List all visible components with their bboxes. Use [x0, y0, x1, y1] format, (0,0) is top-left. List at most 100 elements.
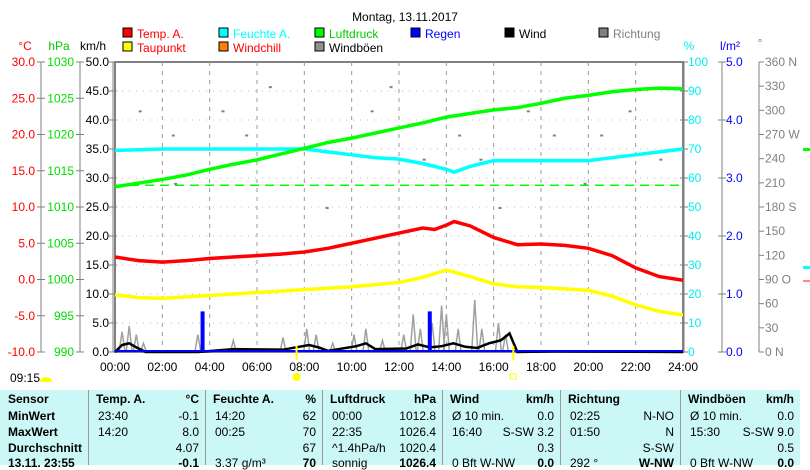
- sunset-icon: [509, 373, 517, 380]
- table-cell: hPa: [413, 392, 436, 406]
- axis-unit-wind: km/h: [80, 39, 106, 53]
- legend-label: Taupunkt: [137, 41, 186, 55]
- x-tick-label: 12:00: [384, 360, 414, 374]
- direction-point: [245, 134, 249, 137]
- x-tick-label: 18:00: [526, 360, 556, 374]
- rain-bar: [200, 311, 205, 352]
- x-tick-label: 08:00: [289, 360, 319, 374]
- axis-tick-label-wind: 50.0: [86, 55, 110, 69]
- direction-point: [479, 158, 483, 161]
- x-tick-label: 14:00: [431, 360, 461, 374]
- axis-tick-label-temp: 5.0: [18, 236, 35, 250]
- axis-tick-label-pressure: 1010: [47, 200, 74, 214]
- table-cell: 14:20: [98, 425, 129, 439]
- table-cell: 62: [302, 409, 316, 423]
- current-pressure-indicator: [803, 148, 810, 151]
- column-divider: [322, 390, 323, 465]
- legend-label: Windchill: [233, 41, 281, 55]
- axis-tick-label-humidity: 0: [688, 345, 695, 359]
- table-cell: 4.07: [175, 441, 199, 455]
- table-cell: 0.5: [777, 441, 794, 455]
- x-tick-label: 16:00: [479, 360, 509, 374]
- legend-label: Luftdruck: [329, 27, 379, 41]
- series-line-temp-a-: [114, 219, 684, 282]
- gust-spike: [194, 334, 202, 353]
- direction-point: [221, 110, 225, 113]
- sun-icon: [292, 373, 301, 381]
- axis-tick-label-pressure: 990: [54, 345, 74, 359]
- axis-tick-label-temp: -5.0: [14, 309, 35, 323]
- axis-tick-label-rain: 2.0: [726, 229, 743, 243]
- axis-tick-label-direction: 60: [765, 297, 779, 311]
- axis-tick-label-rain: 0.0: [726, 345, 743, 359]
- table-cell: S-SW: [642, 441, 674, 455]
- legend-label: Wind: [519, 27, 546, 41]
- legend-label: Windböen: [329, 41, 383, 55]
- direction-point: [628, 110, 632, 113]
- axis-tick-label-temp: -10.0: [8, 345, 36, 359]
- table-cell: 70: [302, 456, 316, 470]
- axis-tick-label-rain: 5.0: [726, 55, 743, 69]
- series-line-luftdruck: [114, 86, 684, 189]
- x-tick-label: 20:00: [573, 360, 603, 374]
- column-divider: [88, 390, 89, 465]
- direction-point: [659, 158, 663, 161]
- axis-tick-label-direction: 150: [765, 224, 785, 238]
- table-cell: 0.3: [537, 441, 554, 455]
- axis-tick-label-direction: 300: [765, 103, 785, 117]
- direction-point: [526, 110, 530, 113]
- axis-tick-label-wind: 10.0: [86, 287, 110, 301]
- statistics-table: Sensor Temp. A. °C Feuchte A.% Luftdruck hPa W…: [0, 390, 800, 470]
- table-cell: ^1.4hPa/h: [332, 441, 386, 455]
- axis-tick-label-wind: 0.0: [92, 345, 109, 359]
- axis-tick-label-wind: 25.0: [86, 200, 110, 214]
- axis-tick-label-pressure: 1005: [47, 236, 74, 250]
- table-cell: 1026.4: [399, 425, 436, 439]
- table-cell: %: [305, 392, 316, 406]
- x-tick-label: 24:00: [668, 360, 698, 374]
- axis-unit-pressure: hPa: [48, 39, 70, 53]
- gust-spike: [501, 334, 510, 353]
- axis-unit-temp: °C: [18, 39, 32, 53]
- gust-spike: [437, 305, 446, 353]
- legend-swatch: [218, 27, 229, 38]
- gust-spike: [279, 337, 287, 353]
- x-tick-label: 06:00: [242, 360, 272, 374]
- axis-tick-label-humidity: 20: [688, 287, 702, 301]
- table-cell: 1012.8: [399, 409, 436, 423]
- axis-tick-label-direction: 270 W: [765, 128, 800, 142]
- gust-spike: [399, 334, 408, 353]
- current-humidity-indicator: [803, 266, 810, 269]
- rain-bar: [427, 311, 432, 352]
- table-cell: N: [665, 425, 674, 439]
- table-cell: W-NW: [638, 456, 674, 470]
- axis-tick-label-wind: 30.0: [86, 171, 110, 185]
- direction-point: [600, 134, 604, 137]
- direction-point: [583, 182, 587, 185]
- table-cell: 23:40: [98, 409, 129, 423]
- axis-tick-label-direction: 90 O: [765, 273, 791, 287]
- axis-tick-label-wind: 45.0: [86, 84, 110, 98]
- x-tick-label: 04:00: [195, 360, 225, 374]
- table-cell: Wind: [450, 392, 480, 406]
- chart-title: Montag, 13.11.2017: [352, 10, 458, 24]
- axis-tick-label-pressure: 1030: [47, 55, 74, 69]
- legend-swatch: [122, 41, 133, 52]
- gust-spike: [442, 314, 451, 353]
- x-tick-label: 22:00: [621, 360, 651, 374]
- axis-tick-label-wind: 40.0: [86, 113, 110, 127]
- axis-tick-label-rain: 4.0: [726, 113, 743, 127]
- axis-tick-label-direction: 0 N: [765, 345, 784, 359]
- legend-swatch: [410, 27, 421, 38]
- x-tick-label: 10:00: [337, 360, 367, 374]
- table-cell: 13.11. 23:55: [8, 456, 75, 470]
- table-cell: Ø 10 min.: [690, 409, 743, 423]
- column-divider: [442, 390, 443, 465]
- table-cell: 1020.4: [399, 441, 436, 455]
- series-line-taupunkt: [114, 268, 684, 317]
- table-cell: °C: [185, 392, 199, 406]
- direction-point: [498, 207, 502, 209]
- table-cell: 01:50: [570, 425, 601, 439]
- table-cell: S-SW 9.0: [742, 425, 794, 439]
- direction-point: [268, 86, 272, 89]
